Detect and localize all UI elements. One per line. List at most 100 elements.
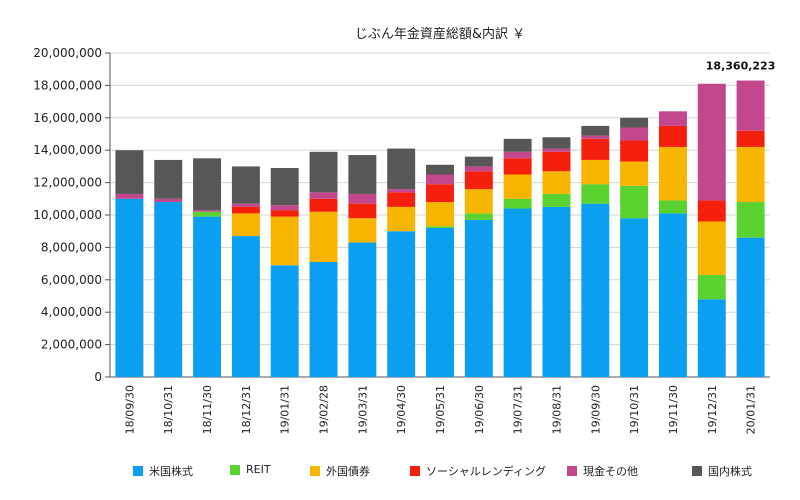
bar-segment: [503, 208, 532, 377]
x-tick-label: 19/12/31: [706, 385, 719, 434]
bar-segment: [736, 202, 765, 238]
bar-segment: [697, 274, 726, 300]
x-tick-label: 18/09/30: [123, 385, 136, 434]
y-tick-label: 8,000,000: [41, 240, 102, 254]
legend-item: 国内株式: [692, 463, 752, 479]
bar-segment: [736, 146, 765, 203]
bar-segment: [658, 125, 687, 147]
y-tick-label: 4,000,000: [41, 305, 102, 319]
bar-segment: [620, 117, 649, 128]
legend-label: 現金その他: [583, 465, 638, 478]
bar-segment: [348, 218, 377, 243]
legend-item: 現金その他: [567, 463, 638, 479]
x-tick-label: 18/11/30: [201, 385, 214, 434]
bar-segment: [426, 184, 454, 203]
bar-segment: [464, 166, 493, 172]
x-tick-label: 19/04/30: [395, 385, 408, 434]
bar-segment: [620, 218, 649, 377]
bars: [115, 80, 765, 377]
bar-segment: [193, 216, 222, 377]
legend-label: 米国株式: [149, 465, 193, 478]
bar-segment: [658, 146, 687, 201]
x-tick-label: 19/10/31: [628, 385, 641, 434]
bar-segment: [193, 210, 222, 212]
x-tick-label: 19/06/30: [473, 385, 486, 434]
bar-segment: [697, 299, 726, 377]
bar-segment: [270, 205, 299, 211]
legend-swatch: [567, 466, 577, 476]
x-tick-label: 18/12/31: [240, 385, 253, 434]
legend-label: REIT: [246, 463, 271, 476]
y-tick-label: 6,000,000: [41, 273, 102, 287]
bar-segment: [309, 151, 338, 193]
x-tick-label: 20/01/31: [745, 385, 758, 434]
y-tick-label: 0: [94, 370, 102, 384]
bar-segment: [309, 198, 338, 212]
bar-segment: [387, 148, 416, 190]
bar-segment: [154, 159, 183, 199]
bar-segment: [231, 206, 260, 214]
legend-label: 外国債券: [326, 465, 370, 478]
x-tick-label: 19/11/30: [667, 385, 680, 434]
bar-segment: [426, 226, 454, 228]
y-tick-label: 18,000,000: [33, 78, 102, 92]
bar-segment: [581, 138, 610, 160]
bar-segment: [736, 130, 765, 147]
bar-segment: [503, 198, 532, 209]
bar-segment: [736, 237, 765, 377]
legend-swatch: [230, 464, 240, 475]
bar-segment: [309, 211, 338, 262]
x-tick-label: 18/10/31: [162, 385, 175, 434]
bar-segment: [620, 185, 649, 219]
y-tick-label: 14,000,000: [33, 143, 102, 157]
bar-segment: [115, 193, 144, 199]
bar-segment: [542, 148, 571, 152]
bar-segment: [658, 213, 687, 377]
bar-segment: [309, 261, 338, 377]
x-tick-label: 19/05/31: [434, 385, 447, 434]
x-tick-label: 19/07/31: [512, 385, 525, 434]
bar-segment: [503, 151, 532, 159]
bar-segment: [270, 265, 299, 377]
y-tick-label: 2,000,000: [41, 338, 102, 352]
bar-segment: [387, 231, 416, 377]
bar-segment: [387, 192, 416, 207]
bar-segment: [154, 198, 183, 203]
bar-segment: [697, 200, 726, 222]
bar-segment: [464, 189, 493, 214]
bar-segment: [581, 184, 610, 204]
bar-segment: [270, 216, 299, 266]
bar-segment: [658, 200, 687, 214]
bar-segment: [154, 202, 183, 377]
legend-item: 外国債券: [310, 463, 370, 479]
x-tick-label: 19/02/28: [318, 385, 331, 434]
y-tick-label: 20,000,000: [33, 46, 102, 60]
bar-segment: [348, 203, 377, 219]
legend-item: REIT: [230, 463, 271, 476]
legend-item: ソーシャルレンディング: [410, 463, 546, 479]
bar-segment: [193, 158, 222, 211]
y-tick-label: 10,000,000: [33, 208, 102, 222]
y-tick-label: 16,000,000: [33, 111, 102, 125]
bar-segment: [193, 211, 222, 217]
bar-segment: [426, 202, 454, 227]
bar-segment: [464, 213, 493, 220]
bar-segment: [426, 174, 454, 185]
bar-segment: [697, 221, 726, 275]
legend-swatch: [133, 466, 143, 476]
bar-segment: [581, 159, 610, 185]
legend-label: 国内株式: [708, 465, 752, 478]
legend-swatch: [410, 466, 420, 476]
bar-segment: [736, 80, 765, 131]
bar-segment: [697, 83, 726, 201]
y-tick-label: 12,000,000: [33, 176, 102, 190]
bar-segment: [658, 111, 687, 126]
bar-segment: [231, 166, 260, 204]
bar-segment: [620, 140, 649, 162]
bar-segment: [348, 242, 377, 377]
legend: 米国株式 REIT 外国債券 ソーシャルレンディング 現金その他 国内株式: [0, 463, 800, 481]
bar-segment: [542, 206, 571, 377]
x-tick-label: 19/09/30: [589, 385, 602, 434]
bar-segment: [620, 161, 649, 186]
